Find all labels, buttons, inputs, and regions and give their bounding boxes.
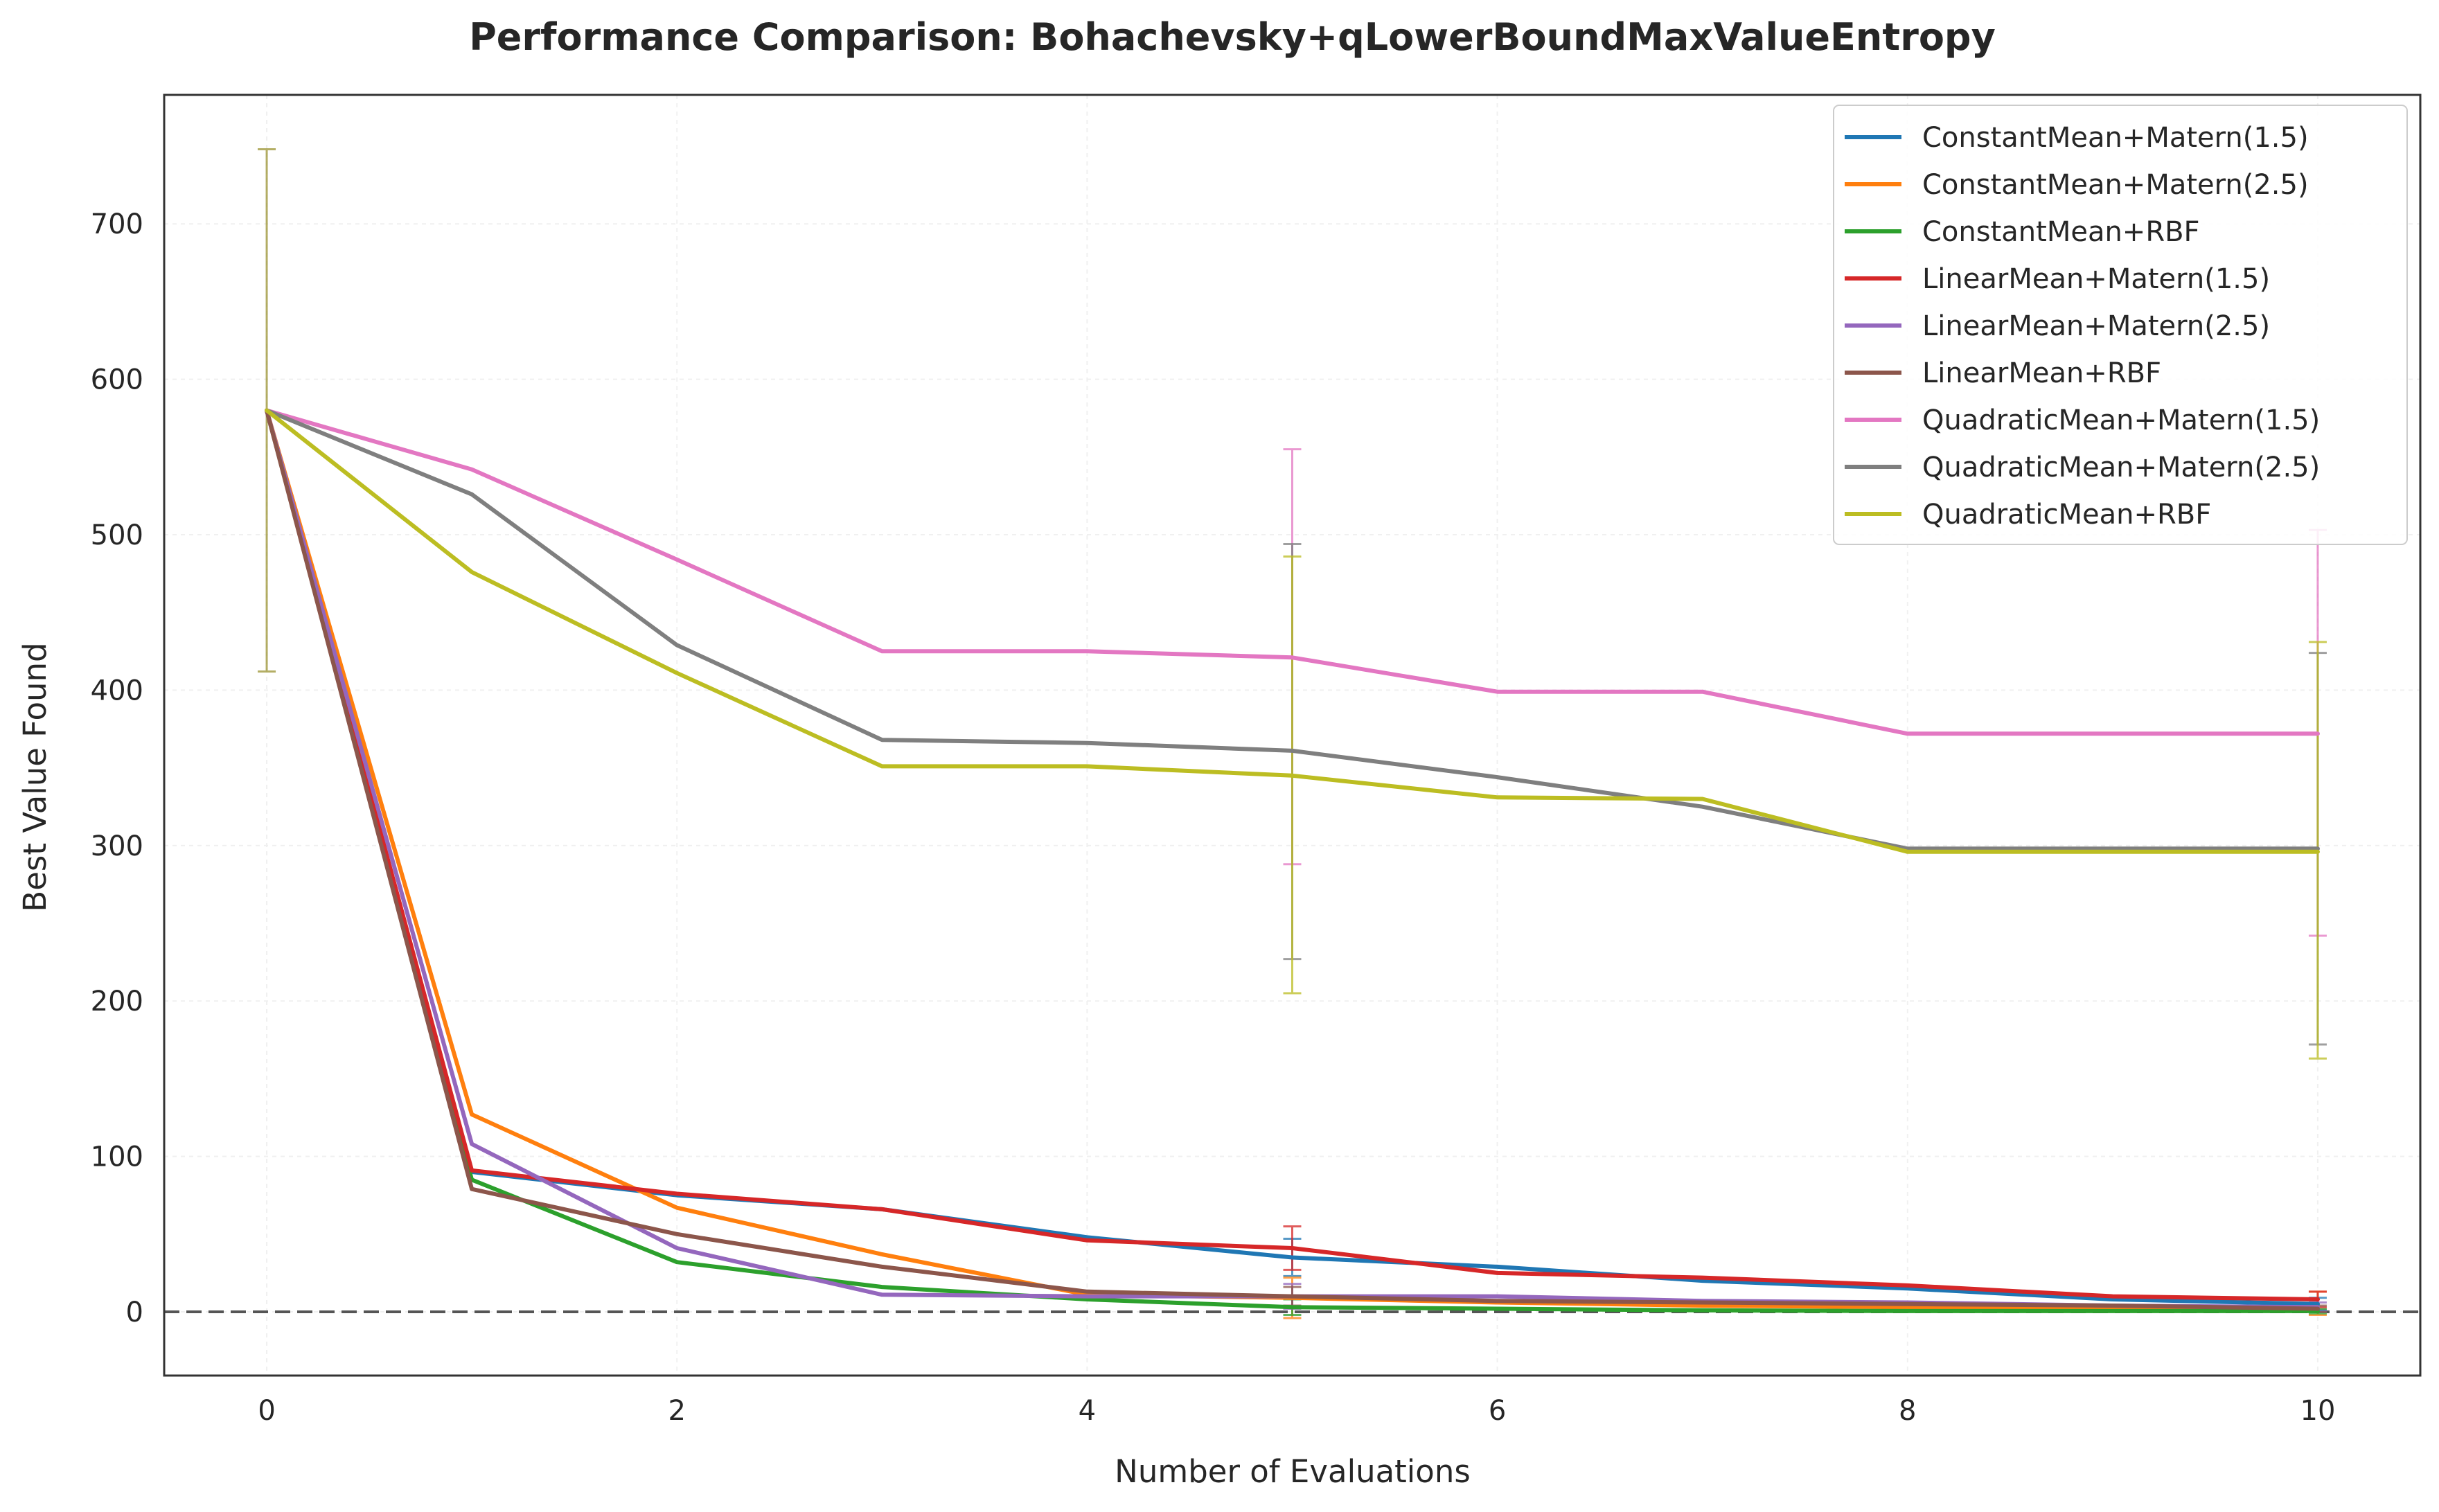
legend-entry: ConstantMean+Matern(1.5): [1922, 122, 2309, 154]
series-lines: [265, 408, 2320, 1313]
legend-entry: QuadraticMean+RBF: [1922, 499, 2211, 531]
chart-title: Performance Comparison: Bohachevsky+qLow…: [469, 15, 1996, 59]
y-axis-ticks: 0 100 200 300 400 500 600 700: [91, 208, 143, 1328]
x-tick-label: 4: [1079, 1395, 1096, 1427]
y-tick-label: 300: [91, 830, 143, 862]
y-tick-label: 100: [91, 1141, 143, 1173]
grid: [164, 95, 2420, 1376]
x-axis-ticks: 0 2 4 6 8 10: [258, 1395, 2335, 1427]
series-line-3: [265, 408, 2320, 1313]
x-tick-label: 8: [1899, 1395, 1916, 1427]
y-tick-label: 500: [91, 519, 143, 551]
legend-entry: ConstantMean+Matern(2.5): [1922, 169, 2309, 201]
legend-entry: LinearMean+RBF: [1922, 357, 2161, 389]
y-tick-label: 200: [91, 986, 143, 1017]
y-tick-label: 600: [91, 364, 143, 396]
series-line-4: [265, 408, 2320, 1301]
x-tick-label: 0: [258, 1395, 275, 1427]
y-tick-label: 700: [91, 208, 143, 240]
plot-frame: [163, 94, 2422, 1377]
series-line-8: [265, 408, 2320, 851]
y-tick-label: 400: [91, 675, 143, 706]
series-line-6: [265, 408, 2320, 1311]
y-axis-label: Best Value Found: [17, 642, 53, 911]
legend: ConstantMean+Matern(1.5) ConstantMean+Mat…: [1833, 105, 2408, 545]
legend-entry: LinearMean+Matern(2.5): [1922, 310, 2270, 342]
x-axis-label: Number of Evaluations: [1115, 1453, 1471, 1490]
series-line-7: [265, 408, 2320, 736]
x-tick-label: 2: [668, 1395, 686, 1427]
series-line-9: [265, 408, 2320, 854]
x-tick-label: 6: [1489, 1395, 1506, 1427]
y-tick-label: 0: [126, 1297, 143, 1328]
legend-entry: QuadraticMean+Matern(1.5): [1922, 404, 2320, 436]
legend-box: [1833, 105, 2408, 545]
legend-entry: QuadraticMean+Matern(2.5): [1922, 452, 2320, 483]
legend-entry: LinearMean+Matern(1.5): [1922, 263, 2270, 295]
legend-entry: ConstantMean+RBF: [1922, 216, 2200, 248]
x-tick-label: 10: [2300, 1395, 2336, 1427]
